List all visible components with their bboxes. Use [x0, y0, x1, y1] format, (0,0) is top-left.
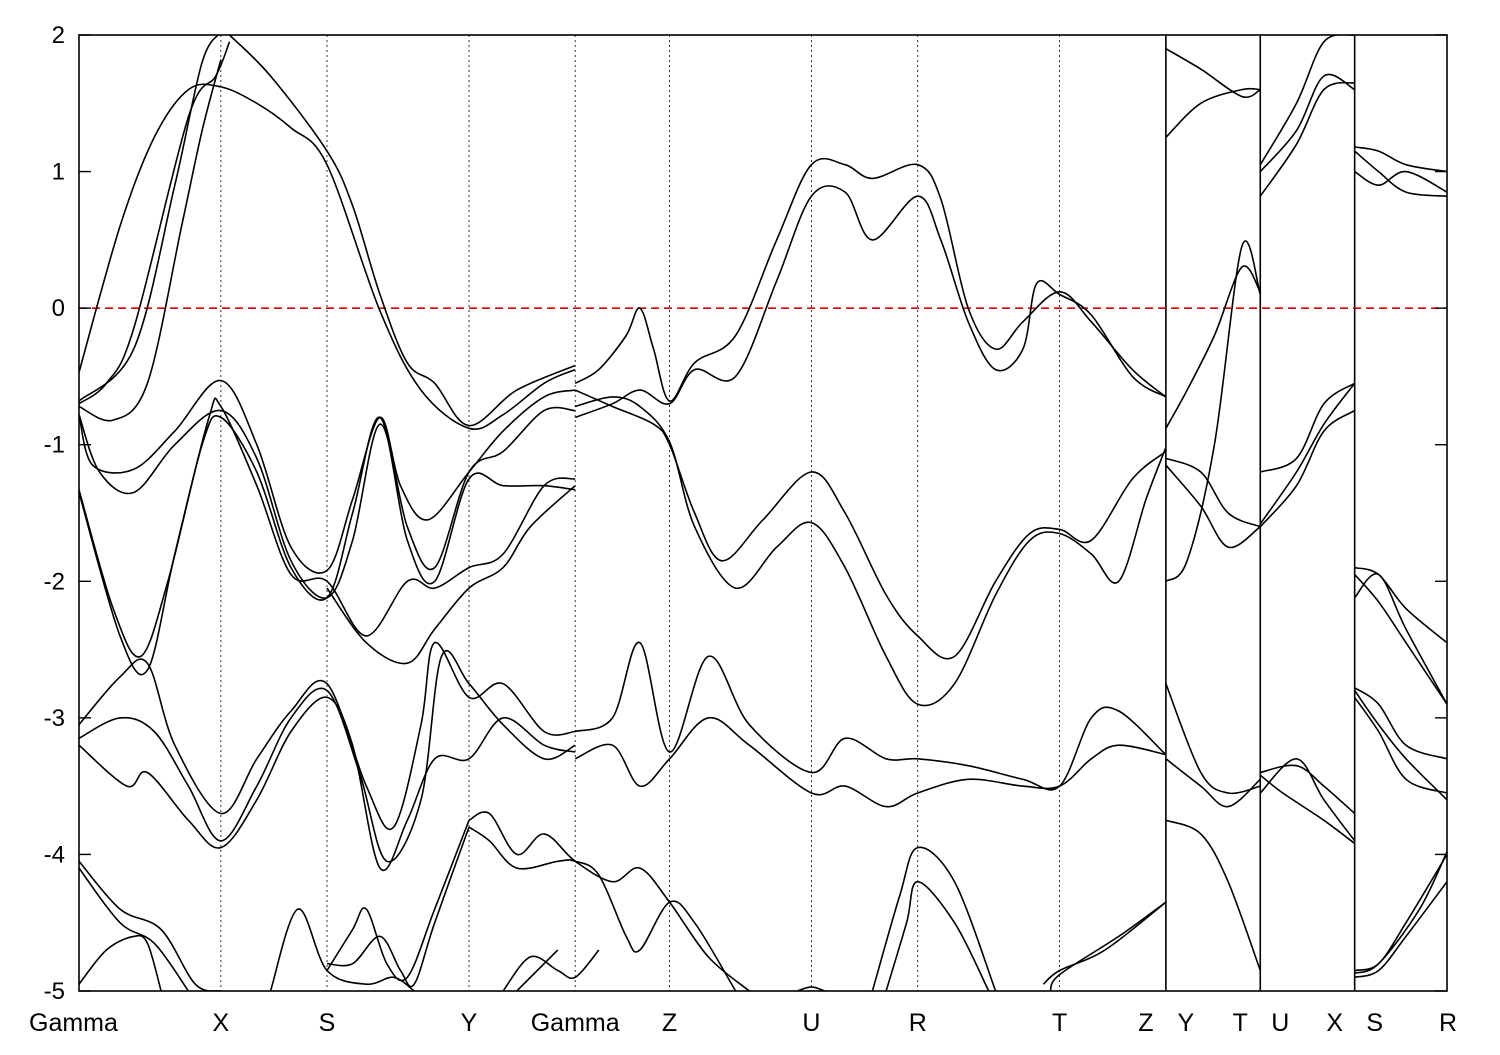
- band-line-64: [1354, 851, 1447, 974]
- y-tick-label: 2: [52, 22, 65, 49]
- kpoint-label: Y: [461, 1009, 478, 1037]
- kpoint-label: R: [1439, 1009, 1457, 1037]
- y-tick-label: -5: [44, 978, 65, 1005]
- band-line-54: [1354, 170, 1447, 193]
- band-line-59: [1354, 687, 1447, 760]
- band-line-40: [1165, 464, 1261, 549]
- kpoint-label: T: [1052, 1009, 1067, 1037]
- band-line-29: [516, 949, 559, 991]
- band-line-18: [79, 649, 576, 863]
- plot-frame: [78, 34, 1448, 992]
- y-axis-ticks: -5 -4 -3 -2 -1 0 1 2: [44, 22, 1447, 1005]
- y-tick-label: -1: [44, 432, 65, 459]
- band-line-31: [885, 880, 990, 991]
- y-tick-label: 0: [52, 295, 65, 322]
- kpoint-label: Gamma: [29, 1009, 118, 1037]
- band-line-15: [574, 641, 1167, 791]
- band-line-32: [1042, 901, 1167, 985]
- band-line-60: [1354, 690, 1447, 801]
- band-line-62: [1354, 853, 1447, 972]
- band-line-8: [79, 415, 576, 658]
- kpoint-label: T: [1233, 1009, 1248, 1037]
- band-line-3: [228, 35, 576, 427]
- band-line-46: [1259, 35, 1355, 166]
- kpoint-label: Y: [1178, 1009, 1195, 1037]
- kpoint-label: U: [1271, 1009, 1289, 1037]
- band-line-49: [1259, 382, 1356, 525]
- kpoint-label: U: [802, 1009, 820, 1037]
- band-line-45: [1259, 73, 1356, 173]
- band-line-51: [1259, 758, 1356, 842]
- band-line-42: [1165, 758, 1261, 808]
- band-line-12: [574, 396, 1167, 707]
- kpoint-label: Z: [1138, 1009, 1153, 1037]
- band-line-35: [1165, 265, 1261, 429]
- band-line-52: [1259, 774, 1356, 845]
- band-line-14: [574, 185, 1167, 419]
- band-line-57: [1354, 573, 1447, 705]
- band-line-11: [574, 389, 1167, 660]
- band-line-4: [79, 41, 231, 405]
- band-line-39: [1165, 457, 1261, 528]
- band-line-5: [79, 59, 222, 422]
- band-line-27: [269, 908, 415, 991]
- band-line-56: [1354, 566, 1447, 644]
- band-line-50: [1260, 764, 1356, 815]
- kpoint-label: R: [909, 1009, 927, 1037]
- band-line-26: [326, 826, 470, 988]
- kpoint-label: X: [213, 1009, 230, 1037]
- band-line-63: [1354, 881, 1447, 979]
- band-line-13: [574, 157, 1167, 402]
- band-line-22: [79, 934, 162, 991]
- band-line-47: [1260, 382, 1356, 473]
- kpoint-label: S: [1366, 1009, 1383, 1037]
- kpoint-label: X: [1326, 1009, 1343, 1037]
- band-line-9: [79, 397, 576, 676]
- band-line-24: [468, 826, 737, 991]
- x-axis-kpoint-labels: Gamma X S Y Gamma Z U R T Z Y T U X S R: [29, 1009, 1457, 1037]
- plot-frame-group: [78, 34, 1448, 992]
- kpoint-gridlines: [220, 35, 1356, 991]
- band-line-28: [502, 949, 600, 991]
- y-tick-label: -2: [44, 568, 65, 595]
- band-line-30: [871, 846, 997, 991]
- kpoint-label: S: [319, 1009, 336, 1037]
- band-lines: [79, 35, 1447, 991]
- band-line-25: [326, 820, 470, 982]
- band-line-43: [1165, 819, 1262, 971]
- band-line-36: [1165, 240, 1262, 582]
- band-line-55: [1354, 150, 1447, 197]
- band-line-34: [796, 986, 825, 991]
- kpoint-label: Gamma: [531, 1009, 620, 1037]
- y-tick-label: 1: [52, 159, 65, 186]
- band-line-16: [574, 717, 1167, 808]
- y-tick-label: -4: [44, 841, 65, 868]
- band-line-33: [1049, 901, 1167, 991]
- band-line-37: [1165, 48, 1261, 99]
- band-line-7: [79, 406, 576, 599]
- band-line-23: [468, 811, 750, 991]
- band-line-44: [1259, 81, 1355, 197]
- band-line-1: [79, 83, 576, 430]
- kpoint-label: Z: [662, 1009, 677, 1037]
- band-line-38: [1165, 87, 1261, 138]
- y-tick-label: -3: [44, 705, 65, 732]
- band-line-10: [326, 485, 576, 665]
- band-line-21: [79, 867, 190, 991]
- band-line-6: [79, 379, 576, 574]
- band-line-61: [1354, 696, 1447, 794]
- band-line-58: [1354, 573, 1447, 705]
- band-line-19: [79, 696, 576, 872]
- band-line-20: [79, 860, 222, 991]
- band-line-53: [1354, 146, 1447, 173]
- band-line-48: [1259, 409, 1356, 528]
- band-line-2: [79, 35, 220, 402]
- band-line-41: [1165, 683, 1261, 795]
